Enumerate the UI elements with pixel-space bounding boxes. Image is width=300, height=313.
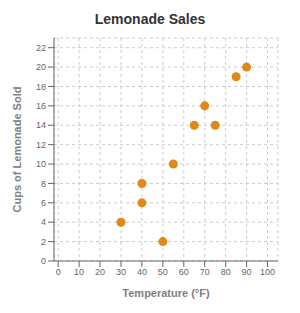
svg-text:Temperature (°F): Temperature (°F): [122, 287, 210, 299]
svg-text:20: 20: [36, 62, 46, 72]
svg-text:8: 8: [41, 179, 46, 189]
svg-text:12: 12: [36, 140, 46, 150]
svg-text:100: 100: [260, 267, 275, 277]
html-text:Lemonade Sales: Lemonade Sales: [94, 11, 206, 27]
svg-text:14: 14: [36, 120, 46, 130]
svg-text:0: 0: [56, 267, 61, 277]
svg-text:2: 2: [41, 237, 46, 247]
svg-text:80: 80: [221, 267, 231, 277]
svg-text:40: 40: [137, 267, 147, 277]
svg-text:0: 0: [41, 256, 46, 266]
svg-text:18: 18: [36, 82, 46, 92]
svg-text:70: 70: [200, 267, 210, 277]
svg-text:60: 60: [179, 267, 189, 277]
svg-text:4: 4: [41, 217, 46, 227]
svg-text:Cups of Lemonade Sold: Cups of Lemonade Sold: [11, 87, 23, 213]
svg-text:20: 20: [95, 267, 105, 277]
svg-text:10: 10: [74, 267, 84, 277]
svg-text:22: 22: [36, 43, 46, 53]
svg-text:30: 30: [116, 267, 126, 277]
svg-text:16: 16: [36, 101, 46, 111]
svg-text:6: 6: [41, 198, 46, 208]
svg-text:10: 10: [36, 159, 46, 169]
svg-text:50: 50: [158, 267, 168, 277]
svg-text:90: 90: [242, 267, 252, 277]
